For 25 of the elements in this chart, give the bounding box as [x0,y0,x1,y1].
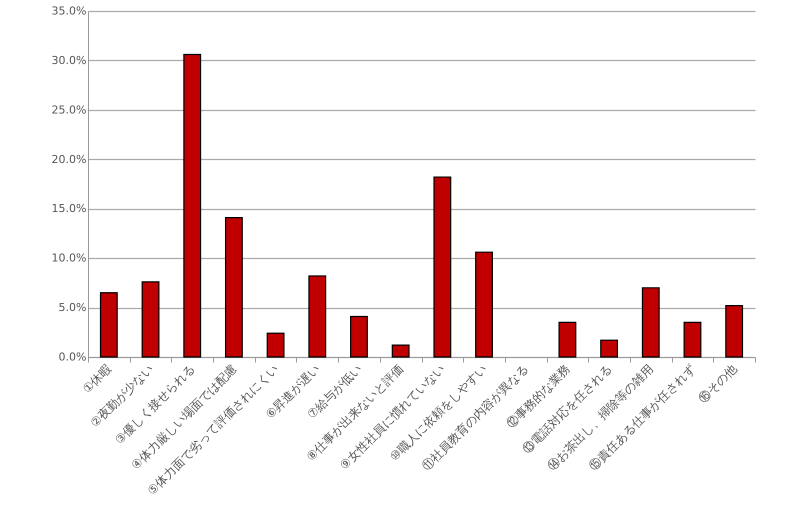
y-tick-label: 20.0% [52,152,86,166]
bar [224,217,243,358]
bar [350,316,368,358]
bar [100,292,118,358]
y-tick-label: 25.0% [52,103,86,116]
y-tick-label: 35.0% [52,4,86,18]
bar [183,54,202,358]
bar [475,252,493,358]
bar [684,322,702,358]
y-tick-label: 5.0% [58,301,86,314]
bar [392,344,410,358]
x-tick-label: ⑯その他 [696,362,740,406]
bar [142,281,160,358]
bar [433,176,452,358]
y-tick-label: 10.0% [52,252,86,265]
bar [642,287,660,358]
bar [308,275,326,358]
bar [266,332,285,358]
bar [725,304,744,358]
y-tick-label: 0.0% [58,350,86,364]
bar [558,322,576,358]
bar [600,340,618,358]
y-tick-label: 30.0% [52,54,86,67]
x-tick-label: ①休暇 [80,362,114,396]
y-tick-label: 15.0% [52,202,86,216]
